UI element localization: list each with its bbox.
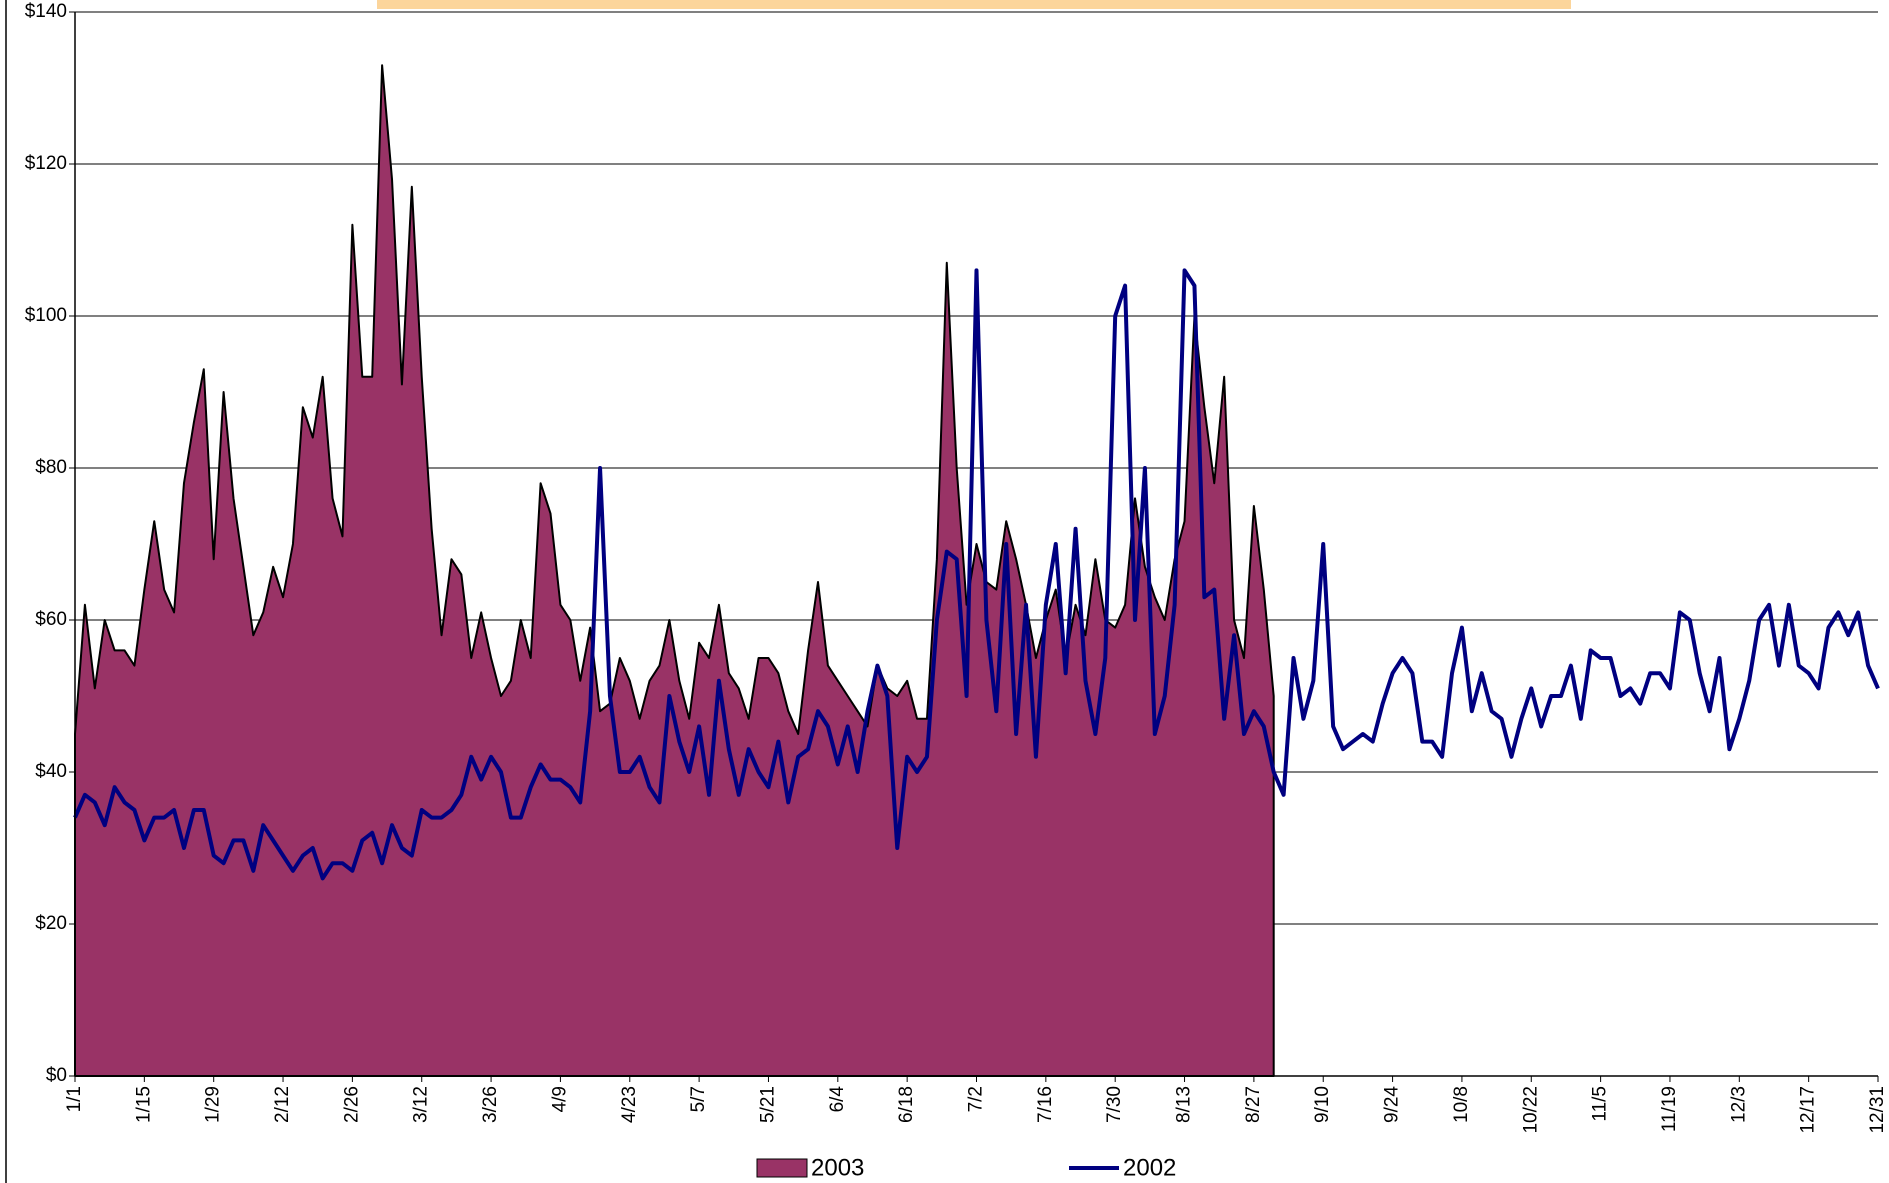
y-tick-label: $140 [25, 1, 67, 22]
x-tick-label: 7/30 [1104, 1086, 1125, 1123]
x-tick-label: 11/5 [1590, 1086, 1611, 1122]
x-tick-label: 2/12 [272, 1086, 293, 1123]
legend-swatch [756, 1158, 808, 1178]
legend-label: 2003 [811, 1154, 864, 1181]
area [74, 64, 1275, 1077]
x-tick-label: 1/15 [133, 1086, 154, 1123]
x-tick-label: 11/19 [1659, 1086, 1680, 1132]
x-tick-label: 1/29 [203, 1086, 224, 1123]
line [73, 268, 1880, 881]
y-tick-label: $120 [25, 153, 67, 174]
x-tick-label: 8/27 [1243, 1086, 1264, 1123]
x-tick-label: 1/1 [64, 1086, 85, 1112]
x-tick-label: 5/7 [688, 1086, 709, 1112]
y-tick-label: $100 [25, 305, 67, 326]
x-tick-label: 9/24 [1382, 1086, 1403, 1123]
legend-label: 2002 [1123, 1154, 1176, 1181]
x-tick-label: 4/23 [619, 1086, 640, 1123]
x-tick-label: 12/31 [1867, 1086, 1888, 1134]
x-tick-label: 7/2 [966, 1086, 987, 1112]
x-tick-label: 10/8 [1451, 1086, 1472, 1123]
x-tick-label: 12/17 [1798, 1086, 1819, 1134]
y-tick-label: $40 [35, 761, 67, 782]
y-tick-label: $0 [46, 1065, 67, 1086]
y-tick-label: $20 [35, 913, 67, 934]
x-tick-label: 7/16 [1035, 1086, 1056, 1123]
x-tick-label: 4/9 [549, 1086, 570, 1112]
x-tick-label: 3/26 [480, 1086, 501, 1123]
x-tick-label: 2/26 [341, 1086, 362, 1123]
x-tick-label: 6/18 [896, 1086, 917, 1123]
x-tick-label: 5/21 [757, 1086, 778, 1123]
y-tick-label: $60 [35, 609, 67, 630]
y-tick-label: $80 [35, 457, 67, 478]
x-tick-label: 3/12 [411, 1086, 432, 1123]
x-tick-label: 10/22 [1520, 1086, 1541, 1134]
x-tick-label: 9/10 [1312, 1086, 1333, 1123]
x-tick-label: 12/3 [1728, 1086, 1749, 1123]
x-tick-label: 6/4 [827, 1086, 848, 1113]
banner [377, 0, 1571, 9]
x-tick-label: 8/13 [1174, 1086, 1195, 1123]
